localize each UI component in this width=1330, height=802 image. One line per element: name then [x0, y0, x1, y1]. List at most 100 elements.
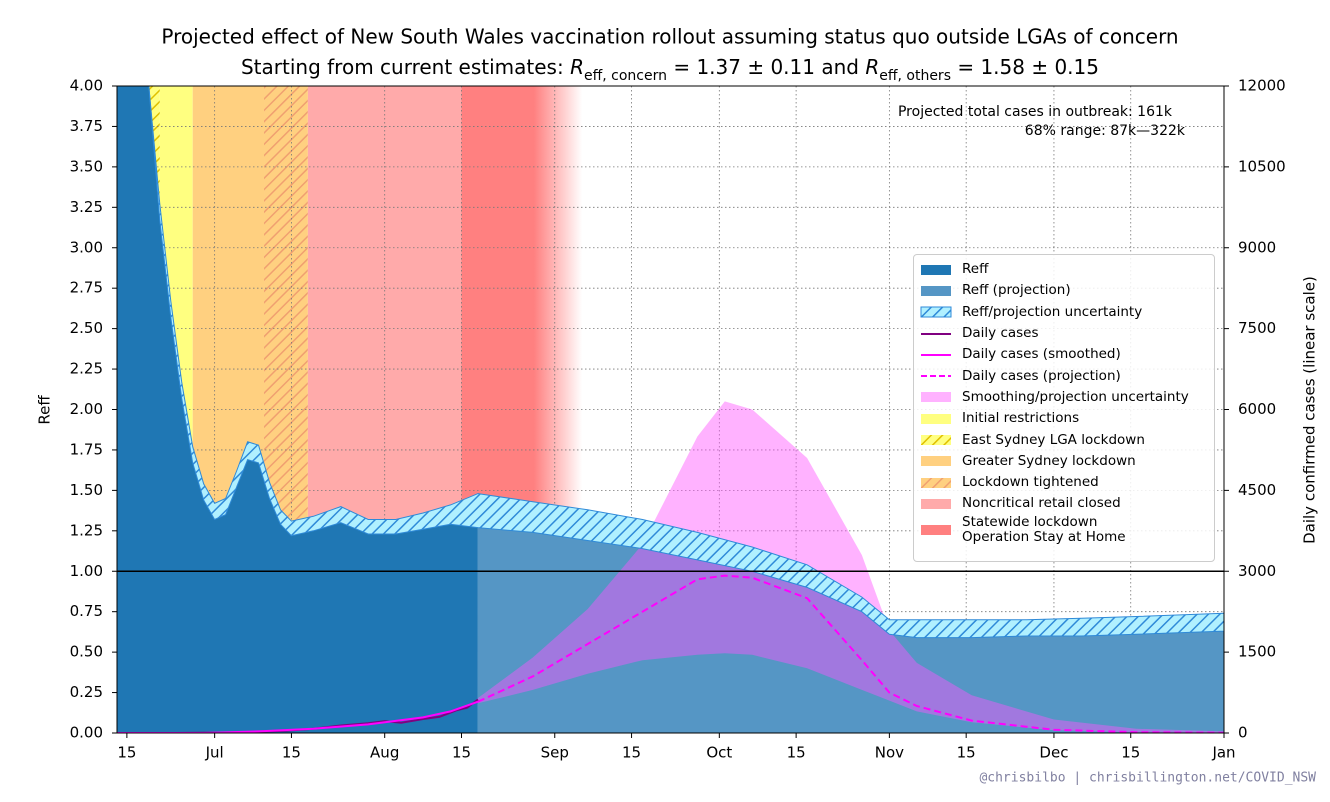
- y-tick-label: 0.25: [70, 683, 103, 701]
- x-tick-label: 15: [282, 744, 301, 762]
- legend-label: Smoothing/projection uncertainty: [962, 388, 1189, 405]
- x-tick-label: Sep: [541, 744, 569, 762]
- x-tick-label: Nov: [875, 744, 904, 762]
- x-tick-label: 15: [787, 744, 806, 762]
- legend-swatch: [921, 498, 951, 509]
- subtitle-part: R: [570, 55, 584, 79]
- legend-swatch: [921, 332, 951, 335]
- chart-subtitle: Starting from current estimates: Reff, c…: [241, 55, 1099, 85]
- y-tick-label: 1.50: [70, 481, 103, 499]
- y-tick-label: 0.50: [70, 643, 103, 661]
- legend-label: East Sydney LGA lockdown: [962, 431, 1145, 448]
- x-tick-label: Oct: [706, 744, 732, 762]
- x-tick-label: Dec: [1039, 744, 1068, 762]
- legend-item: Reff/projection uncertainty: [920, 302, 1208, 323]
- legend-label: Lockdown tightened: [962, 474, 1099, 491]
- y2-tick-label: 6000: [1238, 400, 1276, 418]
- footer: @chrisbilbo | chrisbillington.net/COVID_…: [979, 771, 1316, 786]
- x-tick-label: 15: [452, 744, 471, 762]
- legend: Reff Reff (projection) Reff/projection unc…: [913, 254, 1215, 562]
- legend-swatch: [921, 264, 951, 275]
- subtitle-part: = 1.58 ± 0.15: [951, 55, 1099, 79]
- y2-tick-label: 10500: [1238, 157, 1286, 175]
- x-tick-label: 15: [1121, 744, 1140, 762]
- y-tick-label: 2.50: [70, 319, 103, 337]
- y-tick-label: 0.75: [70, 602, 103, 620]
- legend-label: Reff/projection uncertainty: [962, 303, 1143, 320]
- legend-item: Daily cases (smoothed): [920, 344, 1208, 365]
- legend-item: Greater Sydney lockdown: [920, 451, 1208, 472]
- y2-tick-label: 3000: [1238, 562, 1276, 580]
- y-tick-label: 3.75: [70, 117, 103, 135]
- subtitle-part: = 1.37 ± 0.11 and: [667, 55, 865, 79]
- uncertainty-band: [117, 86, 1224, 639]
- legend-item: East Sydney LGA lockdown: [920, 429, 1208, 450]
- legend-label: Reff: [962, 261, 989, 278]
- y2-tick-label: 7500: [1238, 319, 1276, 337]
- y-axis-label: Reff: [36, 395, 54, 425]
- x-tick-label: Jan: [1211, 744, 1235, 762]
- legend-label: Daily cases (smoothed): [962, 346, 1121, 363]
- legend-label: Noncritical retail closed: [962, 495, 1121, 512]
- legend-swatch: [921, 285, 951, 296]
- x-tick-label: 15: [622, 744, 641, 762]
- legend-swatch: [921, 456, 951, 467]
- y-tick-label: 3.50: [70, 157, 103, 175]
- legend-item: Initial restrictions: [920, 408, 1208, 429]
- y-tick-label: 2.00: [70, 400, 103, 418]
- subtitle-part: eff, others: [879, 68, 951, 84]
- legend-swatch: [921, 435, 951, 446]
- legend-item: Daily cases (projection): [920, 365, 1208, 386]
- y2-tick-label: 12000: [1238, 77, 1286, 95]
- legend-item: Noncritical retail closed: [920, 493, 1208, 514]
- legend-item: Lockdown tightened: [920, 472, 1208, 493]
- x-tick-label: 15: [117, 744, 136, 762]
- y2-axis-label: Daily confirmed cases (linear scale): [1301, 276, 1319, 544]
- y-tick-label: 3.00: [70, 238, 103, 256]
- x-tick-label: 15: [957, 744, 976, 762]
- y-tick-label: 4.00: [70, 77, 103, 95]
- legend-swatch: [920, 306, 952, 318]
- chart-title: Projected effect of New South Wales vacc…: [161, 25, 1178, 49]
- x-tick-label: Aug: [370, 744, 399, 762]
- axes: 0.00 0.25 0.50 0.75 1.00 1.25 1.50 1.75 2.00 2.25…: [36, 77, 1319, 786]
- x-tick-label: Jul: [205, 744, 224, 762]
- annotation: 68% range: 87k—322k: [1025, 123, 1186, 139]
- legend-item: Statewide lockdown Operation Stay at Hom…: [920, 513, 1208, 545]
- legend-swatch: [921, 413, 951, 424]
- legend-label: Daily cases: [962, 325, 1039, 342]
- subtitle-part: R: [865, 55, 879, 79]
- legend-item: Reff: [920, 259, 1208, 280]
- y-tick-label: 2.75: [70, 279, 103, 297]
- legend-item: Smoothing/projection uncertainty: [920, 387, 1208, 408]
- y-tick-label: 0.00: [70, 724, 103, 742]
- y-tick-label: 1.25: [70, 521, 103, 539]
- legend-label: Statewide lockdown Operation Stay at Hom…: [962, 513, 1126, 545]
- y-tick-label: 1.75: [70, 440, 103, 458]
- legend-label: Daily cases (projection): [962, 367, 1121, 384]
- y2-tick-label: 4500: [1238, 481, 1276, 499]
- legend-label: Greater Sydney lockdown: [962, 452, 1136, 469]
- legend-label: Initial restrictions: [962, 410, 1080, 427]
- y-tick-label: 3.25: [70, 198, 103, 216]
- subtitle-part: Starting from current estimates:: [241, 55, 570, 79]
- legend-swatch: [921, 392, 951, 403]
- y-tick-label: 1.00: [70, 562, 103, 580]
- annotation: Projected total cases in outbreak: 161k: [898, 104, 1173, 120]
- subtitle-part: eff, concern: [584, 68, 667, 84]
- uncertainty-band: [478, 401, 1224, 733]
- legend-swatch: [921, 524, 951, 535]
- cases-line: [477, 574, 1224, 733]
- legend-swatch: [921, 353, 951, 356]
- legend-item: Reff (projection): [920, 280, 1208, 301]
- legend-swatch: [921, 477, 951, 488]
- plot-area: [117, 86, 1224, 733]
- legend-label: Reff (projection): [962, 282, 1071, 299]
- y-tick-label: 2.25: [70, 360, 103, 378]
- y2-tick-label: 0: [1238, 724, 1248, 742]
- legend-item: Daily cases: [920, 323, 1208, 344]
- legend-swatch: [921, 375, 951, 378]
- y2-tick-label: 9000: [1238, 238, 1276, 256]
